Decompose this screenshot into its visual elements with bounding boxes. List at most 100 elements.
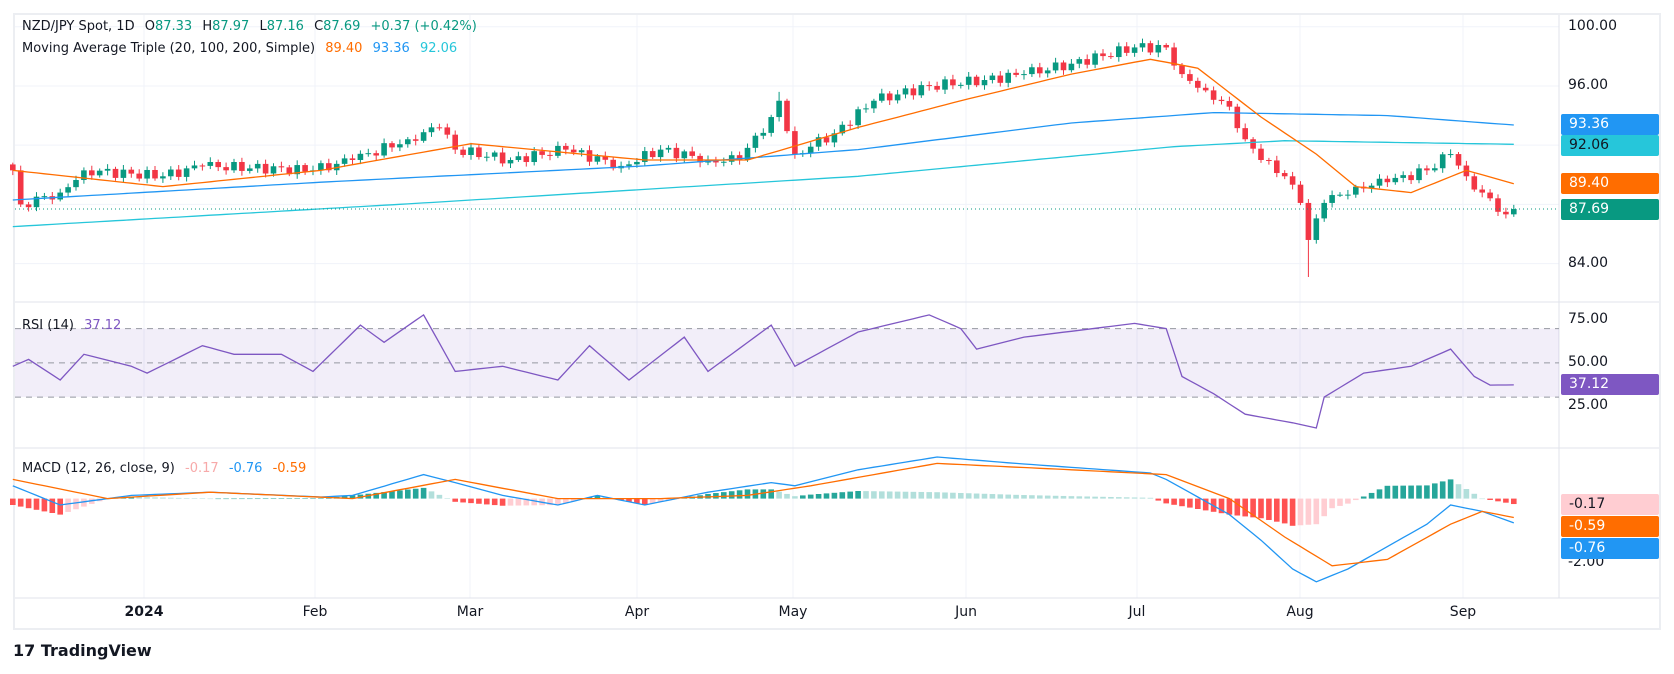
macd-histogram-bar	[436, 494, 443, 499]
rsi-legend: RSI (14) 37.12	[22, 318, 127, 333]
candle-body	[736, 155, 743, 160]
ma100-value: 93.36	[372, 41, 410, 56]
candle-body	[120, 169, 127, 178]
candle-body	[1258, 148, 1264, 160]
close-label: C	[314, 19, 324, 34]
macd-histogram-bar	[81, 498, 87, 507]
macd-histogram-bar	[262, 498, 269, 500]
macd-histogram-bar	[902, 491, 909, 499]
macd-histogram-bar	[1376, 489, 1383, 499]
macd-histogram-bar	[270, 498, 277, 499]
candle-body	[515, 156, 522, 160]
candle-body	[326, 163, 332, 171]
macd-histogram-bar	[776, 491, 782, 499]
candle-body	[1202, 87, 1209, 91]
candle-body	[476, 147, 482, 158]
candle-body	[555, 145, 561, 156]
macd-histogram-bar	[468, 498, 474, 504]
macd-histogram-bar	[594, 495, 601, 499]
macd-histogram-bar	[926, 492, 932, 499]
candle-body	[160, 176, 166, 179]
macd-histogram-bar	[223, 498, 229, 500]
change-value: +0.37 (+0.42%)	[370, 19, 477, 34]
macd-histogram-bar	[800, 495, 806, 499]
macd-histogram-bar	[602, 497, 609, 499]
candle-body	[1044, 70, 1051, 74]
candle-body	[96, 170, 103, 176]
candle-body	[1447, 154, 1454, 156]
high-value: 87.97	[212, 19, 250, 34]
time-label: Apr	[624, 604, 650, 620]
candle-body	[1416, 168, 1422, 181]
macd-title[interactable]: MACD (12, 26, close, 9)	[22, 461, 175, 476]
macd-histogram-bar	[286, 498, 293, 499]
macd-histogram-bar	[1281, 498, 1288, 524]
macd-histogram-bar	[405, 489, 411, 499]
rsi-title[interactable]: RSI (14)	[22, 318, 74, 333]
macd-histogram-bar	[965, 493, 972, 499]
candle-body	[539, 151, 545, 155]
candle-body	[1353, 186, 1359, 195]
macd-histogram-bar	[33, 498, 40, 510]
candle-body	[81, 170, 87, 181]
ma200-value: 92.06	[419, 41, 458, 56]
candle-body	[278, 166, 285, 168]
time-label: Mar	[456, 604, 484, 620]
ma-title[interactable]: Moving Average Triple (20, 100, 200, Sim…	[22, 41, 316, 56]
macd-histogram-bar	[49, 498, 56, 513]
macd-histogram-bar	[1392, 485, 1399, 499]
close-value: 87.69	[323, 19, 361, 34]
candle-body	[1139, 43, 1146, 48]
macd-histogram-bar	[41, 498, 48, 512]
chart-frame	[13, 13, 1661, 630]
time-label: Jun	[955, 604, 977, 620]
symbol-title[interactable]: NZD/JPY Spot, 1D	[22, 19, 135, 34]
macd-histogram-bar	[507, 498, 514, 506]
macd-histogram-bar	[942, 492, 948, 499]
candle-body	[499, 152, 506, 164]
candle-body	[1147, 43, 1154, 53]
macd-histogram-bar	[728, 491, 735, 499]
tradingview-logo[interactable]: 𝟭𝟳 TradingView	[13, 641, 152, 660]
candle-body	[989, 75, 996, 81]
candle-body	[728, 155, 735, 162]
candle-body	[484, 156, 490, 158]
candle-body	[389, 143, 395, 148]
candle-body	[1013, 72, 1019, 75]
candle-body	[1376, 178, 1383, 186]
candle-body	[318, 163, 324, 171]
rsi-line	[12, 313, 1514, 429]
candle-body	[397, 144, 403, 148]
macd-histogram-bar	[1408, 485, 1414, 499]
candle-body	[768, 117, 774, 133]
candle-body	[1076, 59, 1083, 64]
macd-histogram-bar	[1195, 498, 1201, 509]
candle-body	[231, 161, 237, 171]
candle-body	[855, 109, 861, 126]
time-label: Jul	[1128, 604, 1146, 620]
candle-body	[1068, 63, 1075, 71]
macd-histogram-bar	[476, 498, 482, 504]
candle-body	[357, 153, 364, 160]
candle-body	[523, 156, 530, 163]
macd-histogram-bar	[839, 492, 846, 499]
macd-histogram-bar	[871, 491, 877, 499]
macd-histogram-bar	[1400, 485, 1406, 499]
price-legend: NZD/JPY Spot, 1D O87.33 H87.97 L87.16 C8…	[22, 19, 483, 34]
macd-legend: MACD (12, 26, close, 9) -0.17 -0.76 -0.5…	[22, 461, 312, 476]
macd-histogram-bar	[950, 492, 956, 499]
macd-histogram-bar	[73, 498, 79, 510]
macd-histogram-bar	[1068, 496, 1075, 499]
open-label: O	[144, 19, 155, 34]
macd-histogram-bar	[1487, 498, 1493, 500]
macd-histogram-bar	[886, 491, 893, 499]
candle-body	[1218, 99, 1225, 102]
macd-histogram-bar	[1368, 492, 1375, 499]
macd-histogram-bar	[1345, 498, 1351, 504]
candle-body	[1037, 67, 1043, 74]
macd-histogram-bar	[381, 492, 387, 499]
macd-histogram-bar	[1052, 495, 1059, 499]
macd-histogram-bar	[1171, 498, 1177, 505]
candle-body	[784, 100, 790, 132]
